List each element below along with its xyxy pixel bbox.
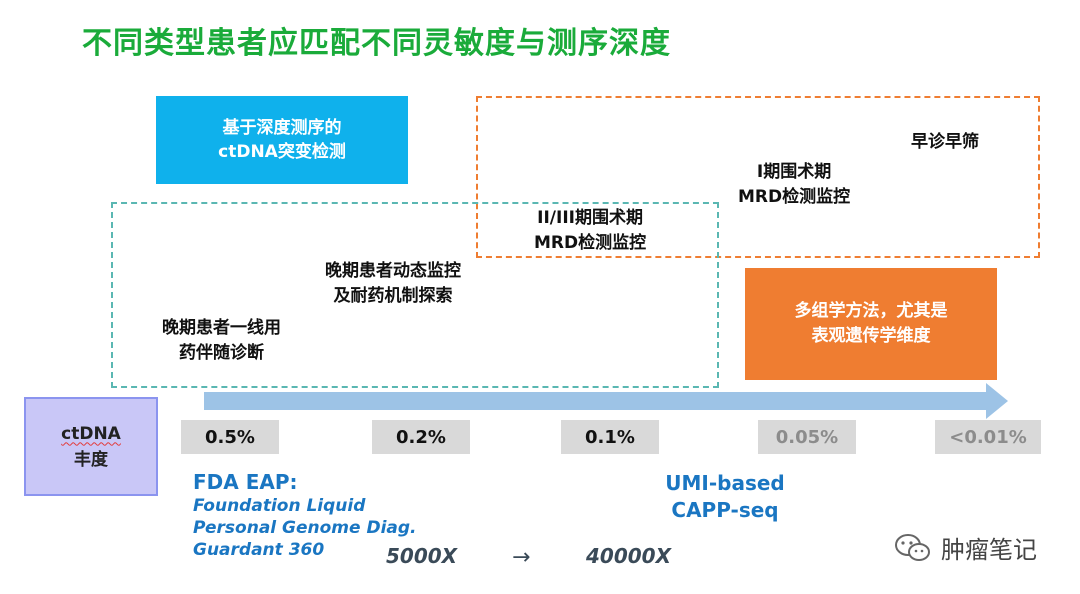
stage23-line2: MRD检测监控 [534, 233, 647, 253]
umi-capp-seq: UMI-based CAPP-seq [650, 470, 800, 524]
umi-line1: UMI-based [665, 471, 785, 495]
umi-line2: CAPP-seq [671, 498, 779, 522]
deep-sequencing-box: 基于深度测序的 ctDNA突变检测 [156, 96, 408, 184]
stage1-line2: MRD检测监控 [738, 187, 851, 207]
abundance-0.1: 0.1% [561, 420, 659, 454]
arrow-shaft [204, 392, 990, 410]
stage23-line1: II/III期围术期 [537, 208, 643, 228]
advanced-firstline-line1: 晚期患者一线用 [162, 318, 281, 338]
multi-omics-box: 多组学方法，尤其是 表观遗传学维度 [745, 268, 997, 380]
advanced-stage-dashed-region [111, 202, 719, 388]
advanced-monitor-line2: 及耐药机制探索 [333, 286, 453, 306]
early-stage-dashed-region [476, 96, 1040, 258]
fda-item-pgdx: Personal Genome Diag. [193, 518, 417, 538]
stage23-mrd-label: II/III期围术期 MRD检测监控 [534, 206, 646, 256]
advanced-firstline-line2: 药伴随诊断 [179, 343, 264, 363]
multi-omics-line2: 表观遗传学维度 [811, 326, 931, 346]
deep-sequencing-line1: 基于深度测序的 [222, 118, 342, 138]
fda-item-foundation: Foundation Liquid [193, 496, 366, 516]
advanced-monitor-line1: 晚期患者动态监控 [325, 261, 461, 281]
ctdna-word: ctDNA [61, 423, 121, 444]
fda-eap-title: FDA EAP: [193, 470, 298, 494]
abundance-0.05: 0.05% [758, 420, 856, 454]
early-screening-label: 早诊早筛 [911, 132, 979, 152]
slide-title: 不同类型患者应匹配不同灵敏度与测序深度 [82, 26, 671, 61]
multi-omics-line1: 多组学方法，尤其是 [794, 301, 948, 321]
stage1-line1: I期围术期 [756, 162, 832, 182]
arrow-head [986, 383, 1008, 419]
watermark-text: 肿瘤笔记 [941, 536, 1037, 564]
abundance-0.5: 0.5% [181, 420, 279, 454]
advanced-firstline-label: 晚期患者一线用 药伴随诊断 [162, 316, 281, 366]
wechat-icon [895, 533, 930, 561]
depth-arrow: → [512, 545, 531, 570]
watermark: 肿瘤笔记 [893, 530, 1037, 565]
stage1-mrd-label: I期围术期 MRD检测监控 [738, 160, 850, 210]
abundance-lt-0.01: <0.01% [935, 420, 1041, 454]
ctdna-abundance-box: ctDNA 丰度 [24, 397, 158, 496]
depth-from: 5000X [386, 544, 458, 568]
advanced-monitor-label: 晚期患者动态监控 及耐药机制探索 [325, 259, 461, 309]
deep-sequencing-line2: ctDNA突变检测 [218, 142, 346, 162]
abundance-0.2: 0.2% [372, 420, 470, 454]
depth-to: 40000X [586, 544, 671, 568]
fda-item-guardant: Guardant 360 [193, 540, 325, 560]
abundance-arrow [204, 383, 1008, 419]
abundance-word: 丰度 [74, 449, 108, 470]
